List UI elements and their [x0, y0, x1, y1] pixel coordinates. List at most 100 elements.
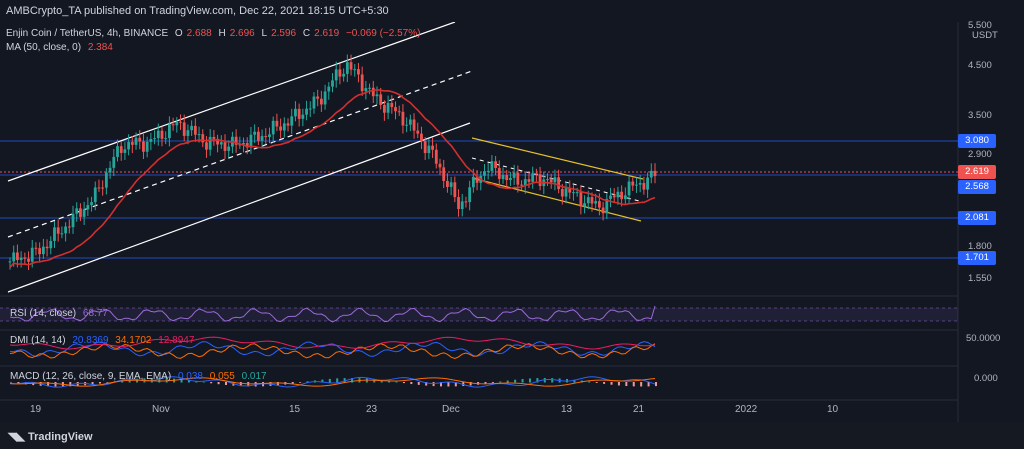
candles-group — [8, 54, 657, 271]
channel-mid-line — [7, 70, 473, 238]
candle-body — [79, 208, 82, 217]
x-tick: Dec — [442, 404, 460, 415]
macd-bar — [373, 379, 376, 383]
candle-body — [127, 142, 131, 150]
candle-body — [116, 146, 119, 157]
candle-body — [323, 91, 327, 105]
candle-body — [290, 116, 294, 126]
macd-bar — [617, 382, 620, 386]
rsi-legend: RSI (14, close) 68.77 — [10, 308, 112, 319]
chart-area[interactable]: Enjin Coin / TetherUS, 4h, BINANCE O 2.68… — [0, 20, 1024, 422]
macd-bar — [217, 382, 220, 385]
candle-body — [316, 96, 320, 99]
macd-signal-line — [9, 377, 656, 387]
price-tick: 3.500 — [968, 110, 992, 121]
chart-svg[interactable] — [0, 22, 1024, 422]
candle-body — [408, 119, 412, 125]
candle-body — [286, 123, 290, 126]
macd-bar — [351, 378, 354, 383]
candle-body — [434, 149, 438, 164]
macd-bar — [499, 381, 502, 383]
tradingview-logo[interactable]: ◥◣ TradingView — [8, 430, 93, 443]
candle-body — [520, 184, 523, 186]
macd-bar — [299, 382, 302, 383]
candle-body — [620, 191, 624, 200]
macd-bar — [506, 380, 509, 383]
macd-v1: 0.038 — [177, 371, 203, 382]
open-value: 2.688 — [186, 28, 212, 39]
candle-body — [93, 187, 97, 203]
candle-body — [605, 198, 609, 214]
candle-body — [305, 108, 308, 115]
candle-body — [331, 80, 334, 87]
ma-label: MA (50, close, 0) — [6, 42, 82, 53]
rsi-line — [9, 305, 656, 323]
candle-body — [483, 171, 486, 176]
candle-body — [167, 124, 171, 139]
candle-body — [368, 87, 371, 89]
candle-body — [345, 62, 349, 74]
candle-body — [364, 88, 368, 92]
macd-bar — [655, 382, 657, 387]
candle-body — [234, 136, 238, 145]
candle-body — [245, 142, 249, 148]
candle-body — [208, 136, 212, 150]
candle-body — [446, 180, 449, 187]
wedge-upper-line — [471, 137, 644, 180]
macd-bar — [98, 382, 101, 384]
candle-body — [405, 124, 409, 126]
candle-body — [616, 191, 620, 198]
candle-body — [523, 179, 527, 186]
candle-body — [71, 213, 75, 228]
candle-body — [134, 137, 138, 145]
candle-body — [223, 142, 227, 151]
candle-body — [301, 114, 305, 119]
candle-body — [19, 257, 23, 261]
candle-body — [349, 62, 353, 70]
candle-body — [119, 146, 123, 153]
candle-body — [560, 189, 564, 197]
dmi-label: DMI (14, 14) — [10, 335, 66, 346]
candle-body — [353, 69, 357, 71]
macd-bar — [640, 382, 643, 387]
candle-body — [164, 138, 168, 140]
candle-body — [253, 131, 257, 135]
rsi-value: 68.77 — [82, 308, 108, 319]
candle-body — [279, 126, 283, 131]
candle-body — [631, 181, 635, 186]
candle-body — [597, 201, 601, 208]
ma50-line — [9, 88, 656, 269]
candle-body — [420, 133, 423, 142]
candle-body — [156, 130, 160, 139]
channel-lower-line — [7, 122, 471, 293]
macd-legend: MACD (12, 26, close, 9, EMA, EMA) 0.038 … — [10, 371, 271, 382]
candle-body — [160, 130, 164, 139]
macd-bar — [54, 382, 57, 387]
rsi-band — [0, 308, 958, 321]
price-tag-current: 2.619 — [958, 165, 996, 179]
candle-body — [653, 170, 657, 177]
candle-body — [386, 102, 390, 113]
candle-body — [271, 120, 275, 135]
macd-bar — [239, 382, 242, 387]
candle-body — [635, 184, 638, 186]
candle-body — [464, 201, 468, 203]
candle-body — [86, 205, 90, 210]
candle-body — [360, 74, 364, 92]
candle-body — [101, 187, 105, 189]
dmi-v1: 20.8369 — [72, 335, 109, 346]
candle-body — [205, 142, 208, 150]
macd-bar — [647, 382, 650, 387]
macd-bar — [336, 378, 339, 383]
candle-body — [512, 172, 516, 178]
rsi-label: RSI (14, close) — [10, 308, 77, 319]
candle-body — [45, 246, 49, 249]
low-label: L — [261, 28, 268, 39]
candle-body — [486, 170, 490, 172]
candle-body — [457, 197, 460, 210]
candle-body — [34, 247, 38, 249]
candle-body — [201, 134, 205, 143]
macd-bar — [440, 382, 442, 387]
candle-body — [227, 146, 231, 151]
candle-body — [564, 188, 568, 197]
